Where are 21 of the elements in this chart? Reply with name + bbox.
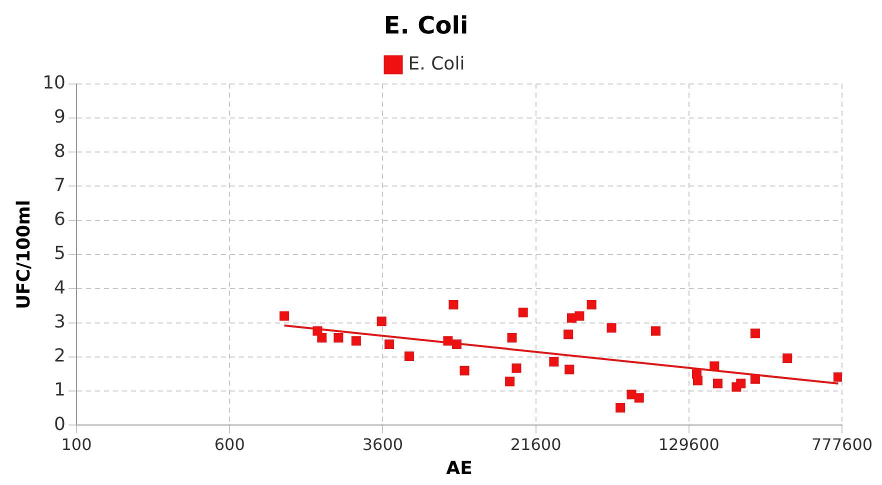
x-tick-label: 100 xyxy=(61,434,92,454)
y-tick-label: 4 xyxy=(54,277,66,298)
y-tick-label: 5 xyxy=(54,243,66,264)
y-tick-label: 10 xyxy=(42,72,66,94)
y-axis-title: UFC/100ml xyxy=(13,200,34,310)
legend-label: E. Coli xyxy=(408,53,465,74)
y-tick-label: 8 xyxy=(54,140,66,162)
y-tick-label: 6 xyxy=(54,209,66,230)
y-tick-label: 9 xyxy=(54,106,66,128)
x-tick-label: 21600 xyxy=(510,434,562,454)
x-tick-label: 129600 xyxy=(658,434,720,454)
y-tick-label: 1 xyxy=(54,380,66,401)
y-tick-label: 0 xyxy=(54,414,66,435)
x-tick-label: 600 xyxy=(214,434,245,454)
chart-title: E. Coli xyxy=(384,12,468,40)
x-axis-title: AE xyxy=(446,458,472,479)
y-tick-label: 2 xyxy=(54,346,66,367)
x-tick-label: 3600 xyxy=(362,434,404,454)
y-tick-label: 7 xyxy=(54,174,66,196)
x-tick-label: 777600 xyxy=(811,434,873,454)
y-tick-label: 3 xyxy=(54,311,66,332)
